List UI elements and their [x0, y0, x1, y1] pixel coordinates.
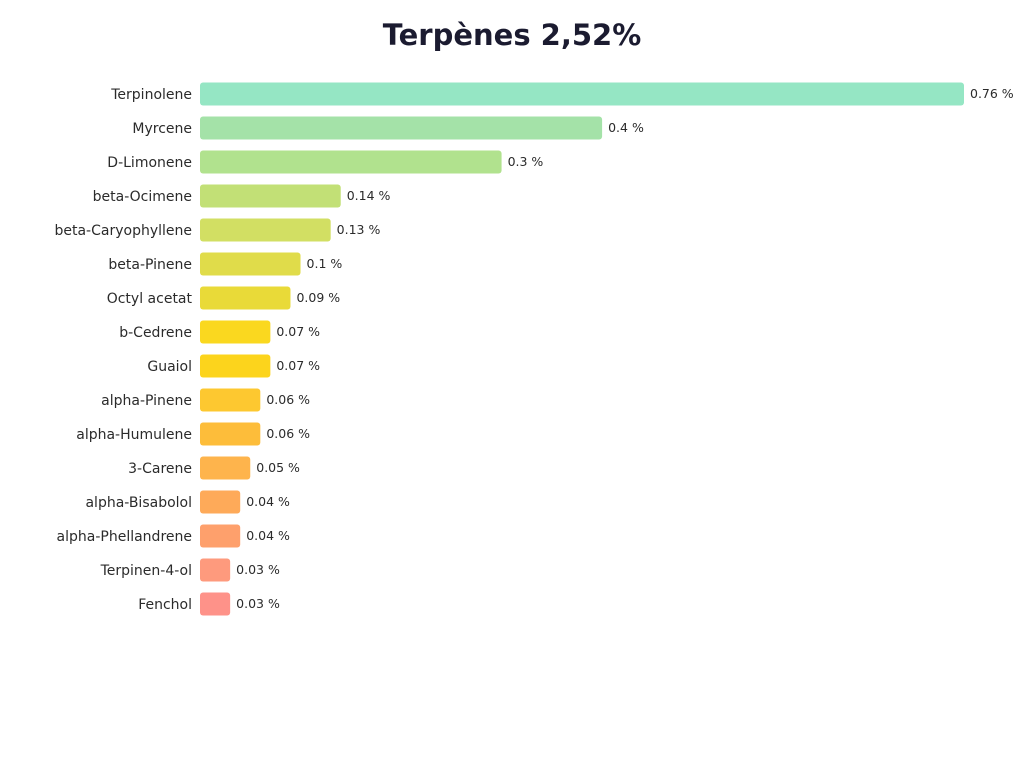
value-label: 0.09 % [296, 290, 340, 305]
value-label: 0.13 % [337, 222, 381, 237]
category-label: Myrcene [132, 121, 192, 137]
value-label: 0.04 % [246, 528, 290, 543]
bar[interactable] [200, 286, 291, 310]
bar[interactable] [200, 558, 231, 582]
value-label: 0.03 % [236, 596, 280, 611]
bar[interactable] [200, 354, 271, 378]
category-label: Terpinen-4-ol [100, 563, 192, 579]
bar[interactable] [200, 116, 603, 140]
bar[interactable] [200, 184, 341, 208]
category-label: Fenchol [138, 597, 192, 613]
category-label: beta-Ocimene [93, 189, 192, 205]
value-label: 0.4 % [608, 120, 644, 135]
value-label: 0.06 % [266, 426, 310, 441]
bar[interactable] [200, 524, 241, 548]
category-label: Octyl acetat [107, 291, 193, 307]
bar[interactable] [200, 592, 231, 616]
value-label: 0.3 % [508, 154, 544, 169]
value-label: 0.07 % [276, 358, 320, 373]
category-label: beta-Pinene [108, 257, 192, 273]
value-label: 0.06 % [266, 392, 310, 407]
bar[interactable] [200, 82, 964, 106]
category-label: b-Cedrene [119, 325, 192, 341]
bar[interactable] [200, 150, 502, 174]
bar[interactable] [200, 456, 251, 480]
chart-title: Terpènes 2,52% [382, 18, 642, 52]
bar[interactable] [200, 218, 331, 242]
value-label: 0.05 % [256, 460, 300, 475]
category-label: 3-Carene [128, 461, 192, 477]
bar[interactable] [200, 252, 301, 276]
bar[interactable] [200, 422, 261, 446]
category-label: alpha-Pinene [101, 393, 192, 409]
bar[interactable] [200, 388, 261, 412]
bar[interactable] [200, 490, 241, 514]
value-label: 0.04 % [246, 494, 290, 509]
category-label: Terpinolene [110, 87, 192, 103]
bar[interactable] [200, 320, 271, 344]
value-label: 0.76 % [970, 86, 1014, 101]
category-label: alpha-Phellandrene [57, 529, 192, 545]
category-label: D-Limonene [107, 155, 192, 171]
category-label: beta-Caryophyllene [54, 223, 192, 239]
value-label: 0.03 % [236, 562, 280, 577]
category-label: Guaiol [147, 359, 192, 375]
value-label: 0.07 % [276, 324, 320, 339]
category-label: alpha-Humulene [76, 427, 192, 443]
value-label: 0.1 % [307, 256, 343, 271]
value-label: 0.14 % [347, 188, 391, 203]
category-label: alpha-Bisabolol [85, 495, 192, 511]
